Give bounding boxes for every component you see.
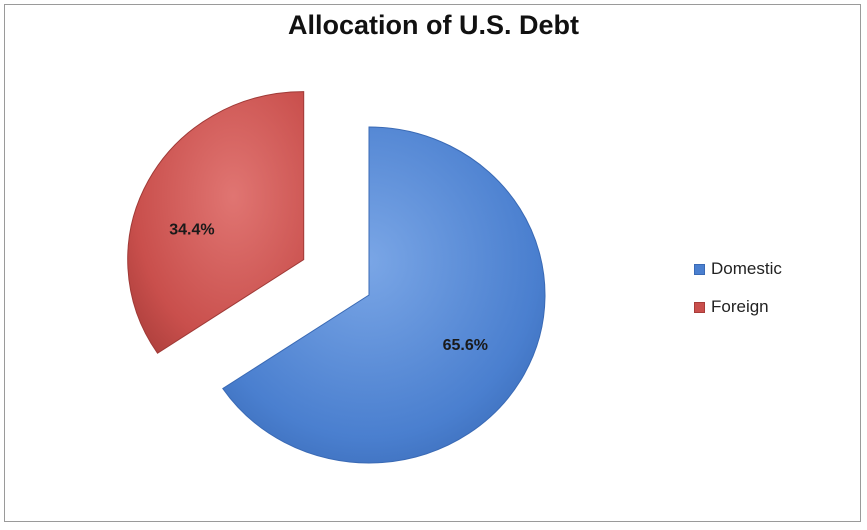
- legend-item-foreign: Foreign: [694, 295, 782, 319]
- data-label-foreign: 34.4%: [169, 221, 214, 238]
- legend-item-domestic: Domestic: [694, 257, 782, 281]
- legend: Domestic Foreign: [694, 257, 782, 333]
- chart-title: Allocation of U.S. Debt: [287, 10, 579, 40]
- legend-swatch-domestic: [694, 263, 705, 275]
- pie-slice-foreign: [127, 91, 305, 354]
- legend-label-domestic: Domestic: [711, 259, 782, 278]
- pie-slice-domestic: [222, 126, 546, 464]
- legend-swatch-foreign: [694, 301, 705, 313]
- legend-label-foreign: Foreign: [711, 297, 769, 316]
- data-label-domestic: 65.6%: [443, 337, 488, 354]
